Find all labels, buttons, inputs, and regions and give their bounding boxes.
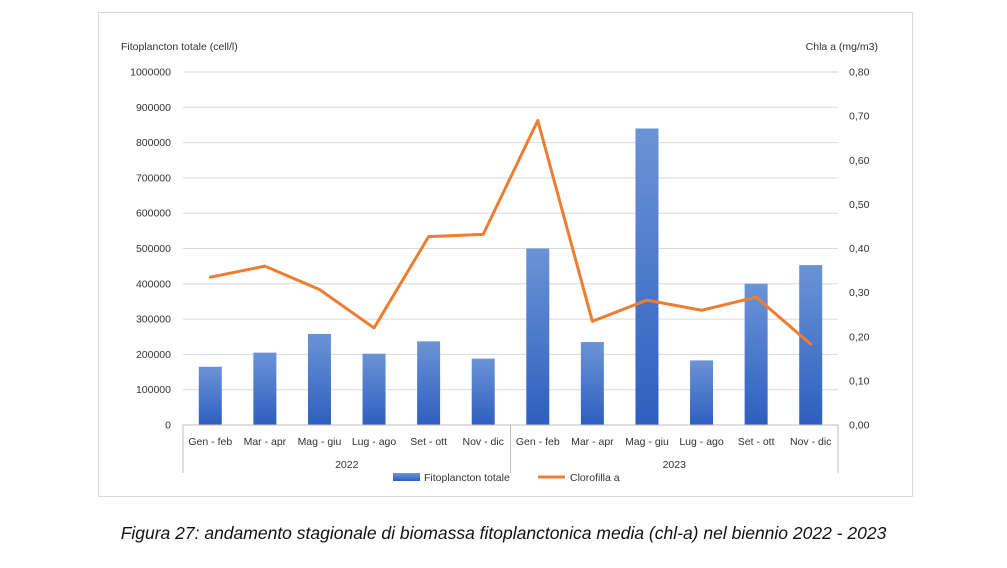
- y-right-tick-label: 0,00: [849, 420, 870, 432]
- y-left-tick-label: 500000: [136, 243, 171, 255]
- figure-caption: Figura 27: andamento stagionale di bioma…: [120, 523, 887, 543]
- x-tick-label: Mar - apr: [571, 436, 614, 448]
- x-tick-label: Set - ott: [410, 436, 447, 448]
- line-series: [208, 119, 813, 346]
- bar: [417, 341, 441, 425]
- y-right-tick-label: 0,40: [849, 243, 870, 255]
- bar: [362, 353, 386, 425]
- axes: 0 100000 200000 300000 400000 500000 600000 700…: [130, 67, 870, 473]
- y-right-tick-label: 0,70: [849, 111, 870, 123]
- x-tick-label: Set - ott: [738, 436, 775, 448]
- y-right-tick-label: 0,60: [849, 155, 870, 167]
- y-left-tick-label: 200000: [136, 349, 171, 361]
- y-left-tick-label: 0: [165, 420, 171, 432]
- y-right-tick-label: 0,30: [849, 287, 870, 299]
- x-tick-label: Mag - giu: [298, 436, 342, 448]
- legend-label-line: Clorofilla a: [570, 472, 620, 484]
- x-tick-label: Gen - feb: [188, 436, 232, 448]
- bar: [253, 352, 277, 425]
- bar: [307, 333, 331, 425]
- bar: [635, 128, 659, 426]
- y-left-tick-label: 700000: [136, 172, 171, 184]
- x-tick-label: Lug - ago: [352, 436, 397, 448]
- gridlines: [183, 71, 838, 391]
- y-left-tick-label: 1000000: [130, 67, 171, 79]
- legend-swatch-bar: [393, 473, 420, 481]
- line-clorofilla: [208, 119, 813, 346]
- x-tick-label: Lug - ago: [679, 436, 724, 448]
- bar: [526, 248, 550, 425]
- bar: [580, 342, 604, 425]
- y-right-axis-title: Chla a (mg/m3): [806, 41, 878, 53]
- x-tick-label: Mar - apr: [244, 436, 287, 448]
- x-tick-label: Gen - feb: [516, 436, 560, 448]
- bar: [471, 358, 495, 425]
- y-left-tick-label: 600000: [136, 208, 171, 220]
- x-tick-label: Nov - dic: [790, 436, 831, 448]
- chart-svg: 0 100000 200000 300000 400000 500000 600000 700…: [121, 41, 878, 484]
- legend: Fitoplancton totale Clorofilla a: [393, 472, 620, 484]
- y-right-tick-label: 0,10: [849, 375, 870, 387]
- bar: [690, 360, 714, 425]
- x-group-label: 2022: [335, 459, 359, 471]
- bar: [744, 283, 768, 425]
- bar-series: [198, 128, 823, 426]
- x-tick-label: Mag - giu: [625, 436, 669, 448]
- legend-label-bar: Fitoplancton totale: [424, 472, 510, 484]
- y-left-tick-label: 100000: [136, 384, 171, 396]
- y-right-tick-label: 0,80: [849, 67, 870, 79]
- y-left-tick-label: 800000: [136, 137, 171, 149]
- y-right-tick-label: 0,20: [849, 331, 870, 343]
- y-left-tick-label: 400000: [136, 278, 171, 290]
- y-left-tick-label: 900000: [136, 102, 171, 114]
- y-left-axis-title: Fitoplancton totale (cell/l): [121, 41, 238, 53]
- y-left-tick-label: 300000: [136, 314, 171, 326]
- chart-frame: [98, 12, 913, 497]
- bar: [198, 366, 222, 425]
- x-tick-label: Nov - dic: [462, 436, 503, 448]
- x-group-label: 2023: [663, 459, 687, 471]
- y-right-tick-label: 0,50: [849, 199, 870, 211]
